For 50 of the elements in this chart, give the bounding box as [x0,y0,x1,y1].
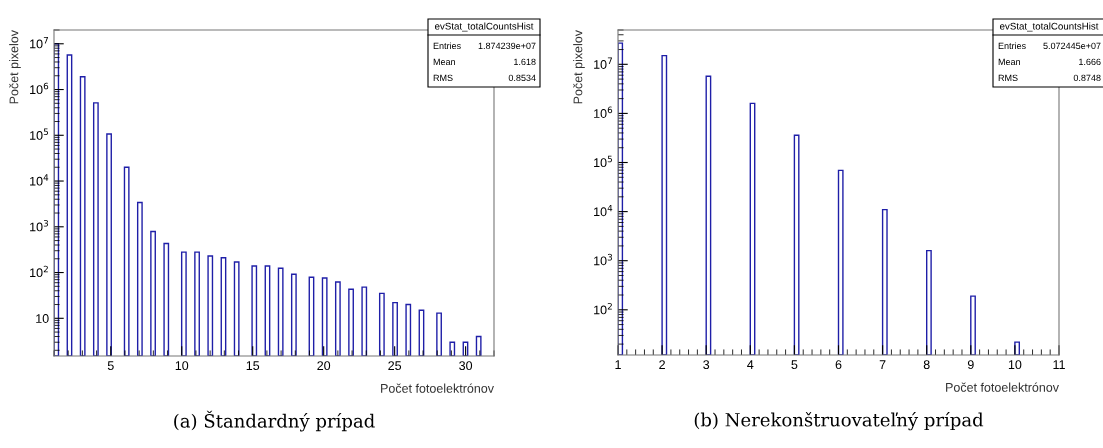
x-tick-label: 20 [317,361,331,371]
x-tick-label: 6 [835,360,842,370]
annotation: 1.874239e+07 [478,42,536,50]
y-tick-label: 10$^{5}$ [594,155,612,168]
y-tick-label: 10 [36,314,49,323]
y-axis-title: Počet pixelov [573,30,585,104]
text: 1.618 [514,58,536,66]
x-tick-label: 5 [791,360,798,370]
text: 0.8748 [1073,74,1101,82]
text: 1.666 [1079,58,1101,66]
y-tick-label: 10$^{7}$ [30,37,48,49]
x-tick-label: 4 [747,360,754,369]
x-axis-title: Počet fotoelektrónov [381,383,494,393]
text: 0.8534 [508,74,536,82]
x-tick-label: 3 [703,360,710,370]
x-tick-label: 8 [923,360,930,370]
y-tick-label: 10$^{2}$ [30,265,48,278]
x-axis-title: Počet fotoelektrónov [946,382,1059,392]
annotation: Mean [433,58,455,66]
x-tick-label: 11 [1053,360,1065,369]
y-axis-title: Počet pixelov [9,30,21,104]
annotation: RMS [998,74,1018,82]
annotation: evStat_totalCountsHist [434,22,534,32]
x-tick-label: 15 [246,361,260,371]
y-tick-label: 10$^{6}$ [30,82,49,95]
y-tick-label: 10$^{3}$ [30,219,49,232]
annotation: Entries [433,42,461,50]
x-tick-label: 30 [459,361,473,371]
y-tick-label: 10$^{4}$ [594,204,613,217]
x-tick-label: 2 [659,360,665,369]
y-tick-label: 10$^{5}$ [30,128,48,140]
x-tick-label: 10 [175,361,189,371]
annotation: RMS [433,74,453,82]
annotation: Entries [998,42,1026,50]
y-tick-label: 10$^{7}$ [594,57,612,69]
x-tick-label: 9 [967,360,974,370]
x-tick-label: 1 [615,360,621,369]
x-tick-label: 10 [1008,360,1022,370]
y-tick-label: 10$^{2}$ [594,302,612,315]
y-tick-label: 10$^{6}$ [594,106,613,118]
annotation: evStat_totalCountsHist [999,22,1099,32]
x-tick-label: 5 [107,361,114,371]
annotation: 5.072445e+07 [1043,42,1101,50]
x-tick-label: 25 [388,361,402,371]
text: (b) Nerekonštruovateľný prípad [694,411,984,431]
y-tick-label: 10$^{4}$ [30,174,49,186]
x-tick-label: 7 [879,360,886,369]
y-tick-label: 10$^{3}$ [594,253,613,266]
text: (a) Štandardný prípad [174,410,375,432]
annotation: Mean [998,58,1020,66]
